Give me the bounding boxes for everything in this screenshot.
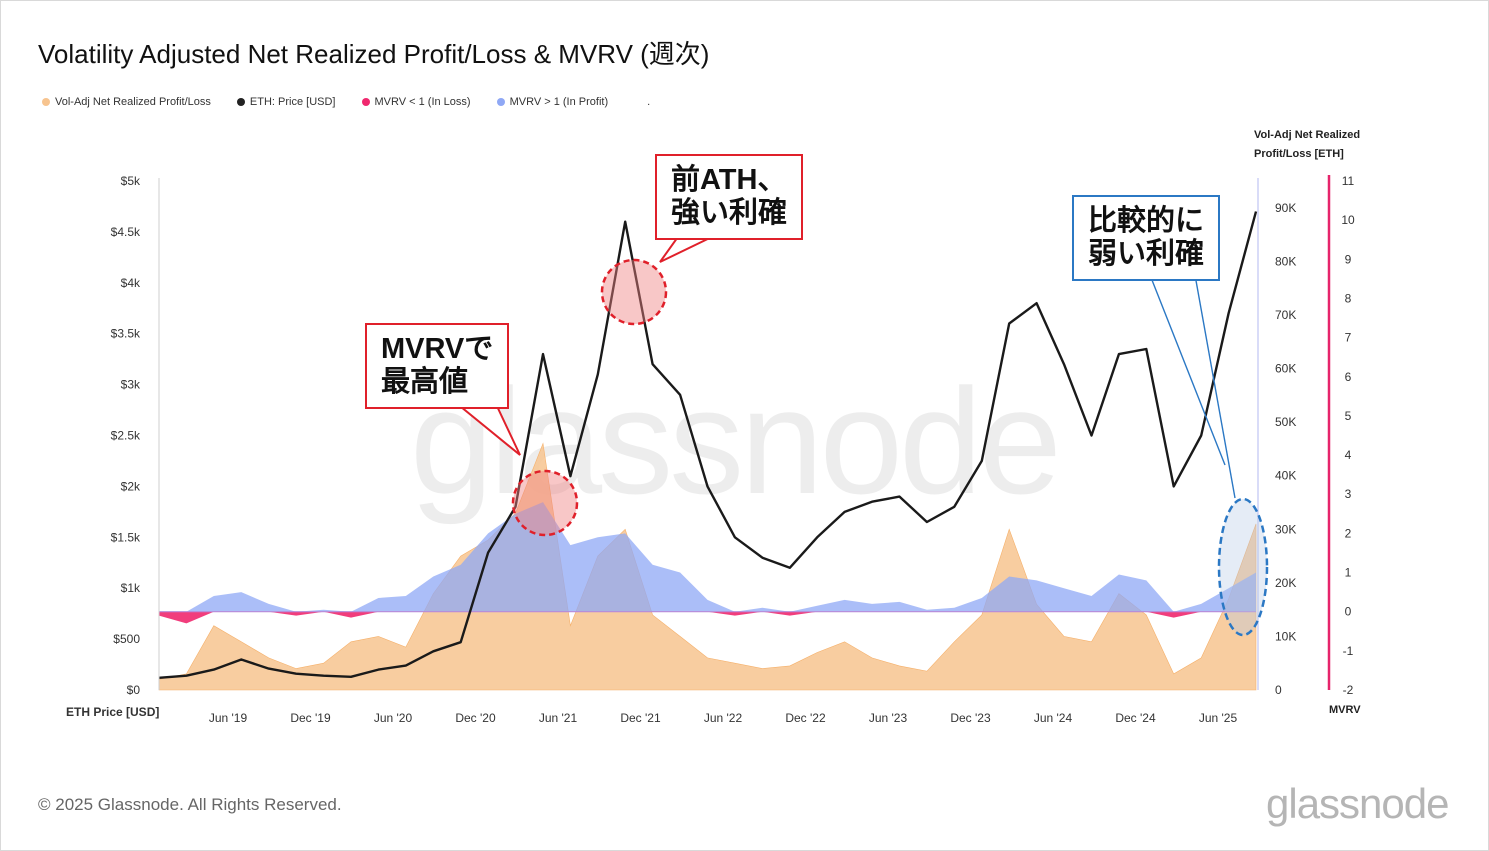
right2-tick-label: 0 [1345, 605, 1352, 619]
x-tick-label: Jun '19 [209, 711, 248, 725]
x-tick-label: Dec '22 [785, 711, 826, 725]
callout-mvrv-peak: MVRVで 最高値 [365, 323, 510, 409]
left-tick-label: $4k [121, 276, 141, 290]
x-tick-label: Jun '22 [704, 711, 743, 725]
mvrv-loss-area [159, 611, 1256, 624]
left-tick-label: $1.5k [111, 530, 141, 544]
left-tick-label: $2.5k [111, 429, 141, 443]
copyright: © 2025 Glassnode. All Rights Reserved. [38, 795, 342, 814]
right2-tick-label: 10 [1341, 213, 1355, 227]
callout-pointer-recent-a [1149, 274, 1226, 466]
left-tick-label: $5k [121, 174, 141, 188]
left-tick-label: $3k [121, 378, 141, 392]
right1-tick-label: 0 [1275, 683, 1282, 697]
legend-label: . [647, 96, 651, 108]
mvrv-profit-area [159, 502, 1256, 612]
right2-tick-label: 9 [1345, 252, 1352, 266]
right2-tick-label: 7 [1345, 331, 1352, 345]
legend-swatch [236, 98, 245, 106]
x-tick-label: Jun '24 [1034, 711, 1073, 725]
left-tick-label: $1k [121, 581, 141, 595]
left-axis-title: ETH Price [USD] [66, 705, 159, 719]
brand-logo: glassnode [1266, 780, 1449, 827]
legend-label: MVRV < 1 (In Loss) [374, 96, 471, 108]
legend-item[interactable]: MVRV < 1 (In Loss) [361, 96, 471, 108]
legend-item[interactable]: MVRV > 1 (In Profit) [496, 96, 609, 108]
left-tick-label: $2k [121, 479, 141, 493]
right2-tick-label: 4 [1345, 448, 1352, 462]
right1-tick-label: 90K [1275, 201, 1296, 215]
left-tick-label: $3.5k [111, 327, 141, 341]
right2-tick-label: -2 [1343, 683, 1354, 697]
legend-swatch [496, 98, 505, 106]
legend-item[interactable]: . [634, 96, 650, 108]
left-tick-label: $4.5k [111, 225, 141, 239]
right1-tick-label: 60K [1275, 362, 1296, 376]
legend-label: Vol-Adj Net Realized Profit/Loss [55, 96, 211, 108]
right1-tick-label: 50K [1275, 415, 1296, 429]
right1-tick-label: 10K [1275, 629, 1296, 643]
callout-recent-profit: 比較的に 弱い利確 [1072, 195, 1221, 281]
legend-item[interactable]: Vol-Adj Net Realized Profit/Loss [42, 96, 211, 108]
chart-title: Volatility Adjusted Net Realized Profit/… [38, 39, 710, 69]
legend-swatch [361, 98, 370, 106]
right1-tick-label: 30K [1275, 522, 1296, 536]
x-tick-label: Dec '21 [620, 711, 661, 725]
callout-pointer-recent-b [1194, 274, 1236, 499]
callout-pointer-mvrv [452, 401, 521, 456]
x-tick-label: Jun '25 [1199, 711, 1238, 725]
left-tick-label: $500 [113, 632, 140, 646]
right1-tick-label: 80K [1275, 254, 1296, 268]
x-tick-label: Dec '20 [455, 711, 496, 725]
right2-tick-label: 11 [1342, 174, 1355, 188]
legend: Vol-Adj Net Realized Profit/Loss ETH: Pri… [42, 96, 650, 108]
x-tick-label: Dec '19 [290, 711, 331, 725]
legend-swatch [42, 98, 50, 106]
right1-tick-label: 70K [1275, 308, 1296, 322]
price-line [158, 211, 1258, 679]
profit-area [158, 442, 1257, 691]
right2-tick-label: 8 [1345, 291, 1352, 305]
callout-prev-ath: 前ATH、 強い利確 [655, 154, 804, 240]
right1-tick-label: 40K [1275, 469, 1296, 483]
right1-axis-title-line2: Profit/Loss [ETH] [1254, 148, 1344, 160]
right1-tick-label: 20K [1275, 576, 1296, 590]
legend-label: ETH: Price [USD] [249, 96, 336, 108]
highlight-circle-prev-ath [600, 258, 668, 326]
legend-label: MVRV > 1 (In Profit) [509, 96, 609, 108]
x-tick-label: Dec '23 [950, 711, 991, 725]
x-tick-label: Jun '21 [539, 711, 578, 725]
right2-tick-label: 3 [1345, 487, 1352, 501]
right2-tick-label: 1 [1345, 566, 1352, 580]
legend-item[interactable]: ETH: Price [USD] [236, 96, 336, 108]
right2-axis-title: MVRV [1329, 704, 1361, 716]
left-tick-label: $0 [127, 683, 141, 697]
right2-tick-label: -1 [1343, 644, 1354, 658]
right2-tick-label: 2 [1345, 526, 1352, 540]
x-tick-label: Jun '20 [374, 711, 413, 725]
right1-axis-title-line1: Vol-Adj Net Realized [1254, 129, 1360, 141]
x-tick-label: Jun '23 [869, 711, 908, 725]
highlight-circle-mvrv-peak [511, 469, 579, 537]
right2-tick-label: 6 [1345, 370, 1352, 384]
x-tick-label: Dec '24 [1115, 711, 1156, 725]
highlight-ellipse-recent [1217, 497, 1269, 637]
right2-tick-label: 5 [1345, 409, 1352, 423]
